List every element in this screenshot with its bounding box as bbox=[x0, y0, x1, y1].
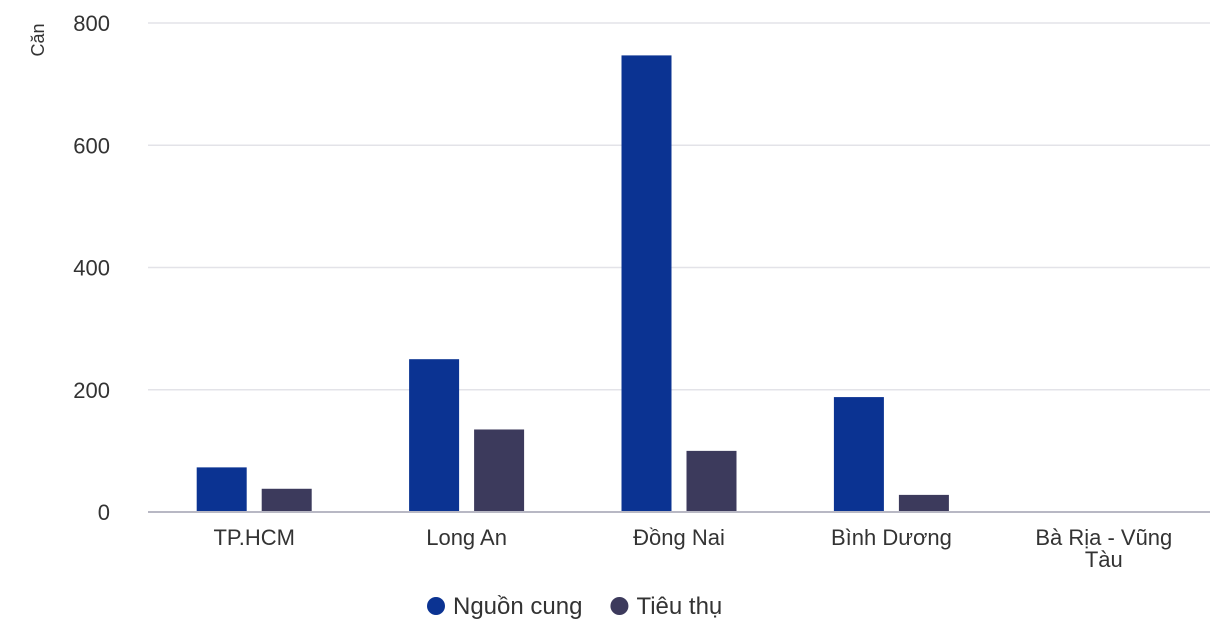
grid bbox=[148, 22, 1210, 391]
x-tick-label: TP.HCM bbox=[213, 525, 295, 550]
y-tick-label: 400 bbox=[73, 256, 110, 281]
bars bbox=[196, 55, 949, 513]
bar-supply bbox=[196, 467, 247, 512]
legend-marker bbox=[610, 597, 629, 615]
x-tick-label: Bà Rịa - Vũng bbox=[1035, 525, 1172, 550]
y-tick-label: 800 bbox=[73, 11, 110, 36]
bar-consumption bbox=[686, 450, 737, 512]
x-tick-label: Tàu bbox=[1085, 547, 1123, 572]
bar-supply bbox=[833, 397, 884, 512]
legend-marker bbox=[427, 597, 445, 615]
bar-supply bbox=[621, 55, 672, 513]
y-axis-label: Căn bbox=[28, 23, 48, 56]
legend-label: Tiêu thụ bbox=[636, 593, 722, 620]
y-axis-ticks: 0 200 400 600 800 bbox=[73, 11, 110, 525]
x-axis-labels: TP.HCM Long An Đồng Nai Bình Dương Bà Rịa - … bbox=[213, 525, 1172, 572]
legend: Nguồn cung Tiêu thụ bbox=[427, 593, 722, 620]
y-tick-label: 200 bbox=[73, 378, 110, 403]
x-tick-label: Bình Dương bbox=[831, 525, 952, 550]
bar-consumption bbox=[898, 494, 949, 512]
y-tick-label: 600 bbox=[73, 133, 110, 158]
legend-label: Nguồn cung bbox=[453, 593, 582, 620]
x-tick-label: Long An bbox=[426, 525, 507, 550]
bar-consumption bbox=[261, 488, 312, 512]
y-tick-label: 0 bbox=[98, 500, 110, 525]
bar-consumption bbox=[474, 429, 525, 512]
bar-supply bbox=[409, 359, 460, 512]
x-tick-label: Đồng Nai bbox=[633, 525, 725, 550]
